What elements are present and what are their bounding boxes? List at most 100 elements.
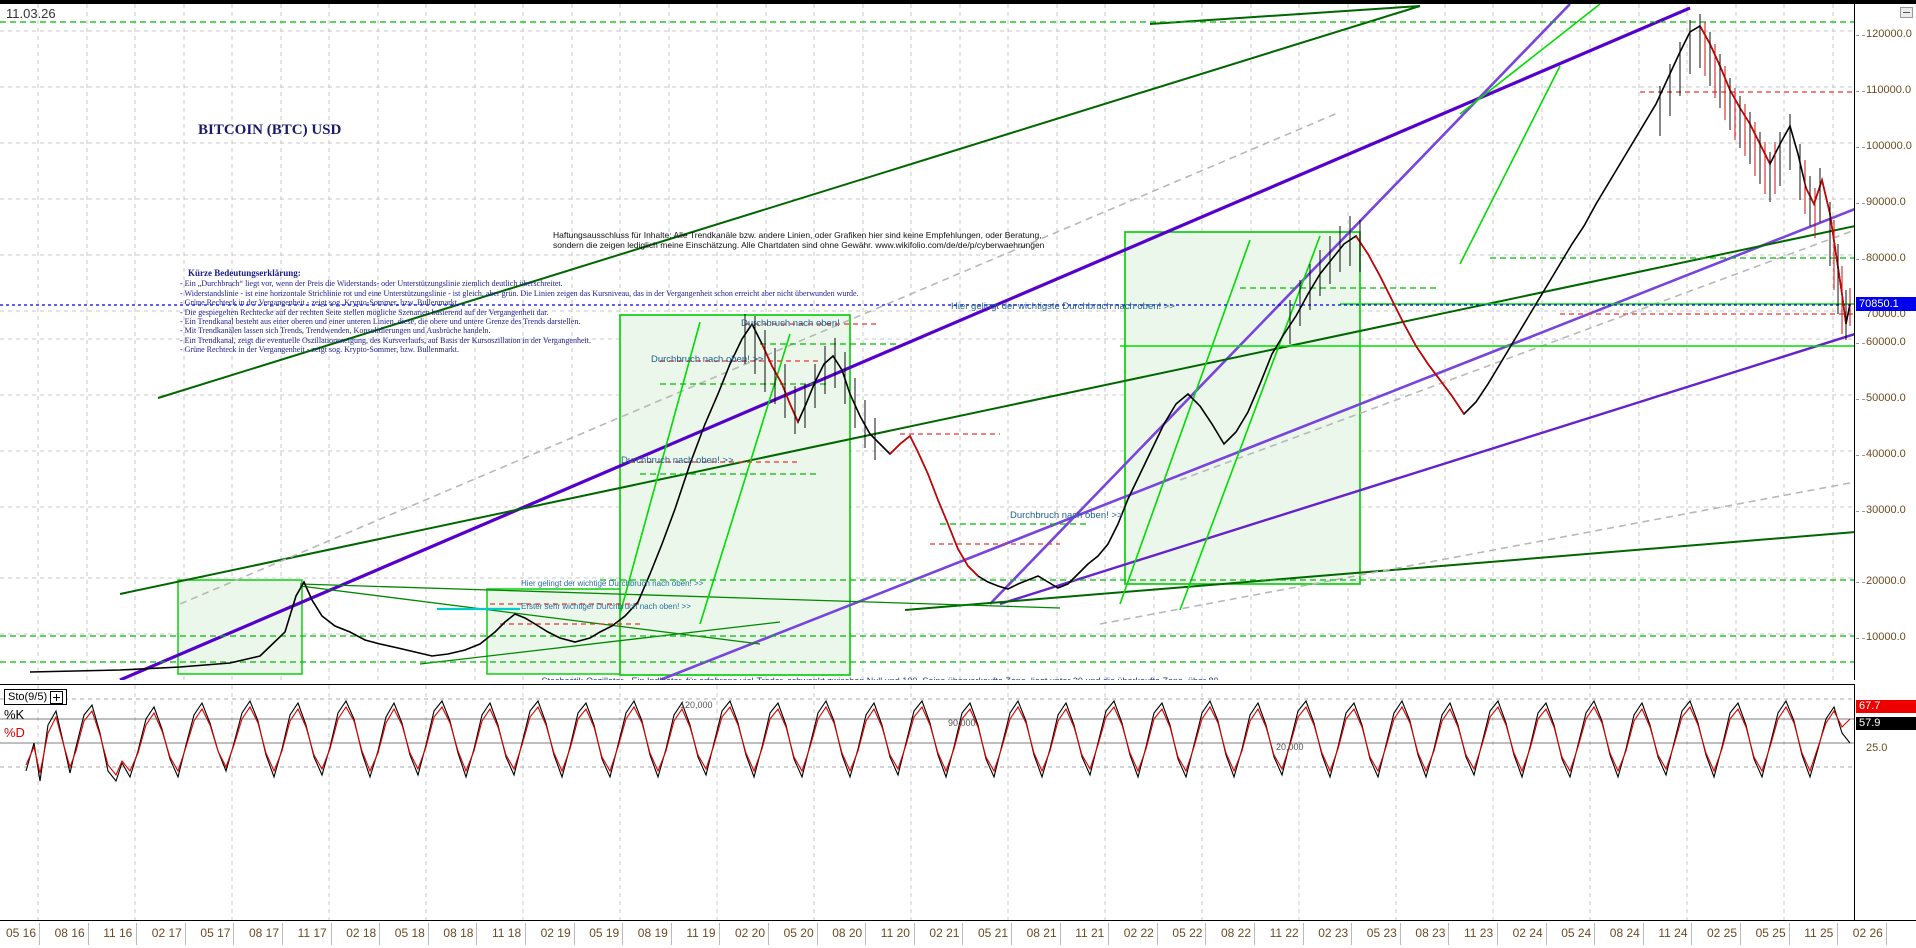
axis-tickmark bbox=[1856, 638, 1865, 639]
axis-tickmark bbox=[1856, 455, 1865, 456]
time-axis-separator bbox=[282, 923, 283, 945]
time-axis-label: 05 17 bbox=[200, 926, 231, 940]
axis-label: 50000.0 bbox=[1866, 392, 1906, 404]
time-axis-label: 08 18 bbox=[443, 926, 474, 940]
disclaimer-line-2: sondern die zeigen lediglich meine Einsc… bbox=[553, 240, 1045, 250]
axis-tickmark bbox=[1856, 511, 1865, 512]
stochastic-indicator-tag[interactable]: Sto(9/5) bbox=[4, 689, 68, 705]
axis-label: 120000.0 bbox=[1866, 28, 1912, 40]
price-chart-svg bbox=[0, 4, 1854, 680]
legend-line: - Die gespiegelten Rechtecke auf der rec… bbox=[180, 307, 549, 317]
stochastic-indicator-pane[interactable]: Sto(9/5) %K %D 120,000 90,000 20,000 bbox=[0, 684, 1855, 920]
time-axis-label: 02 21 bbox=[929, 926, 960, 940]
time-axis-separator bbox=[768, 923, 769, 945]
legend-line: - Mit Trendkanälen lassen sich Trends, T… bbox=[180, 326, 491, 336]
price-candlesticks bbox=[29, 14, 1851, 673]
time-axis-label: 08 20 bbox=[832, 926, 863, 940]
time-axis-separator bbox=[913, 923, 915, 945]
legend-line: - Grüne Rechteck in der Vergangenheit - … bbox=[180, 298, 460, 308]
time-axis-separator bbox=[962, 923, 964, 945]
time-axis-label: 11 16 bbox=[103, 926, 133, 940]
time-axis-label: 05 18 bbox=[394, 926, 425, 940]
legend-line: - Grüne Rechteck in der Vergangenheit - … bbox=[180, 345, 460, 355]
time-axis-separator bbox=[622, 923, 624, 945]
green-support-dash-lines bbox=[0, 21, 1854, 663]
axis-label: 110000.0 bbox=[1866, 84, 1912, 96]
time-axis-label: 08 23 bbox=[1415, 926, 1446, 940]
time-axis-separator bbox=[1740, 923, 1741, 945]
price-axis[interactable]: 120000.0 110000.0 100000.0 90000.0 80000… bbox=[1856, 4, 1916, 920]
green-support-lines-thin bbox=[299, 583, 1061, 665]
purple-trend-channel-lower2 bbox=[999, 333, 1854, 606]
axis-tickmark bbox=[1856, 399, 1865, 400]
minimize-icon[interactable] bbox=[1900, 7, 1913, 18]
time-axis-label: 08 17 bbox=[249, 926, 280, 940]
time-axis-separator bbox=[816, 923, 818, 945]
time-axis-label: 05 23 bbox=[1366, 926, 1397, 940]
axis-label: 10000.0 bbox=[1866, 631, 1906, 643]
time-axis-separator bbox=[233, 923, 235, 945]
time-axis-label: 11 20 bbox=[880, 926, 910, 940]
time-axis-label: 08 22 bbox=[1221, 926, 1252, 940]
disclaimer-line-1: Haftungsausschluss für Inhalte: Alle Tre… bbox=[553, 230, 1042, 240]
time-axis-label: 11 25 bbox=[1804, 926, 1834, 940]
volume-label: 120,000 bbox=[680, 700, 713, 710]
time-axis-label: 02 17 bbox=[151, 926, 182, 940]
chart-date-label: 11.03.26 bbox=[6, 6, 56, 21]
time-axis-label: 05 20 bbox=[783, 926, 814, 940]
percent-k-label: %K bbox=[4, 707, 25, 722]
legend-line: - Ein Trendkanal besteht aus einer obere… bbox=[180, 317, 581, 327]
time-axis-label: 02 20 bbox=[735, 926, 766, 940]
annotation-important-breakout: Hier gelingt der wichtige Durchbruch nac… bbox=[521, 579, 704, 588]
legend-line: - Ein Trendkanal, zeigt die eventuelle O… bbox=[180, 335, 591, 345]
time-axis-label: 02 19 bbox=[540, 926, 571, 940]
axis-label: 40000.0 bbox=[1866, 448, 1906, 460]
time-axis-label: 11 18 bbox=[492, 926, 522, 940]
annotation-breakout: Durchbruch nach oben! >> bbox=[621, 455, 734, 466]
time-axis-label: 05 25 bbox=[1755, 926, 1786, 940]
time-axis-label: 08 24 bbox=[1609, 926, 1640, 940]
axis-tickmark bbox=[1856, 35, 1865, 36]
time-axis-separator bbox=[39, 923, 40, 945]
axis-tickmark bbox=[1856, 582, 1865, 583]
time-axis-separator bbox=[330, 923, 332, 945]
bull-market-boxes bbox=[177, 231, 1361, 676]
time-axis-label: 11 23 bbox=[1464, 926, 1494, 940]
time-axis-label: 08 21 bbox=[1026, 926, 1057, 940]
time-axis-separator bbox=[1594, 923, 1596, 945]
time-axis-label: 02 26 bbox=[1852, 926, 1883, 940]
axis-label: 90000.0 bbox=[1866, 196, 1906, 208]
time-axis-separator bbox=[525, 923, 526, 945]
time-axis-label: 02 22 bbox=[1123, 926, 1154, 940]
annotation-first-breakout: Erster sehr wichtiger Durchbruch nach ob… bbox=[521, 602, 691, 611]
time-axis-separator bbox=[1545, 923, 1547, 945]
time-axis-separator bbox=[1691, 923, 1693, 945]
time-axis-label: 02 24 bbox=[1512, 926, 1543, 940]
time-axis-label: 11 17 bbox=[297, 926, 327, 940]
time-axis-separator bbox=[865, 923, 867, 945]
axis-tickmark bbox=[1856, 147, 1865, 148]
purple-trend-channel bbox=[119, 6, 1691, 680]
axis-tickmark bbox=[1856, 203, 1865, 204]
time-axis-label: 08 19 bbox=[637, 926, 668, 940]
time-axis-separator bbox=[1254, 923, 1255, 945]
price-chart-pane[interactable]: 11.03.26 BITCOIN (BTC) USD Haftungsaussc… bbox=[0, 4, 1855, 680]
time-axis-label: 05 24 bbox=[1561, 926, 1592, 940]
time-axis-separator bbox=[1156, 923, 1158, 945]
time-axis-separator bbox=[1788, 923, 1790, 945]
time-axis-label: 11 24 bbox=[1658, 926, 1688, 940]
axis-tickmark bbox=[1856, 259, 1865, 260]
time-axis-separator bbox=[1011, 923, 1012, 945]
time-axis-label: 02 25 bbox=[1707, 926, 1738, 940]
stochastic-name-label: Sto(9/5) bbox=[8, 691, 48, 703]
expand-plus-icon[interactable] bbox=[50, 690, 64, 704]
time-axis-separator bbox=[1448, 923, 1450, 945]
percent-d-value-badge: 67.7 bbox=[1856, 700, 1916, 713]
time-axis-separator bbox=[136, 923, 138, 945]
time-axis-label: 02 23 bbox=[1318, 926, 1349, 940]
time-axis[interactable]: 05 16 08 16 11 16 02 17 05 17 08 17 11 17 02 18… bbox=[0, 920, 1916, 948]
time-axis-label: 02 18 bbox=[346, 926, 377, 940]
indicator-level-label: 25.0 bbox=[1866, 742, 1888, 754]
axis-tickmark bbox=[1856, 343, 1865, 344]
percent-d-label: %D bbox=[4, 725, 25, 740]
